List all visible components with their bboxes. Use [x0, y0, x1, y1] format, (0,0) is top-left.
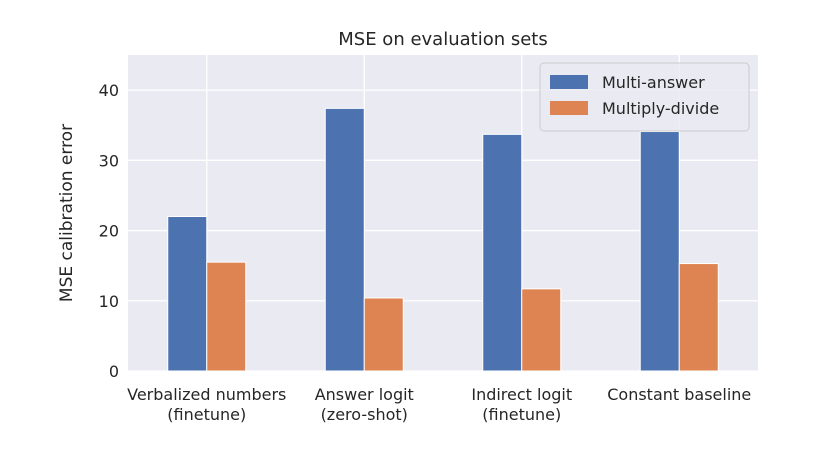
- legend: Multi-answer Multiply-divide: [539, 62, 750, 132]
- y-tick-label: 40: [99, 81, 119, 100]
- x-tick-label: Indirect logit: [471, 385, 572, 404]
- x-tick-label: (zero-shot): [321, 405, 408, 424]
- y-axis-label: MSE calibration error: [57, 124, 77, 302]
- legend-swatch: [550, 75, 588, 89]
- x-tick-label: Verbalized numbers: [127, 385, 286, 404]
- legend-label: Multiply-divide: [602, 99, 719, 118]
- y-tick-label: 0: [109, 362, 119, 381]
- legend-box: [539, 62, 750, 132]
- legend-swatch: [550, 101, 588, 115]
- bar-multi-answer-0: [167, 216, 208, 372]
- legend-label: Multi-answer: [602, 73, 705, 92]
- bar-multiply-divide-3: [678, 263, 719, 372]
- y-tick-label: 20: [99, 222, 119, 241]
- bar-multi-answer-2: [482, 133, 523, 372]
- y-axis-ticks: 0 10 20 30 40: [99, 81, 119, 381]
- x-tick-label: (finetune): [482, 405, 561, 424]
- bar-multiply-divide-0: [206, 261, 247, 372]
- bar-multi-answer-3: [639, 131, 680, 372]
- x-axis-ticks: Verbalized numbers(finetune)Answer logit…: [127, 385, 751, 424]
- x-tick-label: Constant baseline: [607, 385, 751, 404]
- x-tick-label: Answer logit: [315, 385, 414, 404]
- bar-multiply-divide-1: [363, 297, 404, 372]
- bar-multiply-divide-2: [521, 288, 562, 372]
- x-tick-label: (finetune): [167, 405, 246, 424]
- chart-title: MSE on evaluation sets: [338, 29, 547, 50]
- y-tick-label: 30: [99, 151, 119, 170]
- bars: [167, 107, 719, 372]
- y-tick-label: 10: [99, 292, 119, 311]
- bar-multi-answer-1: [324, 107, 365, 372]
